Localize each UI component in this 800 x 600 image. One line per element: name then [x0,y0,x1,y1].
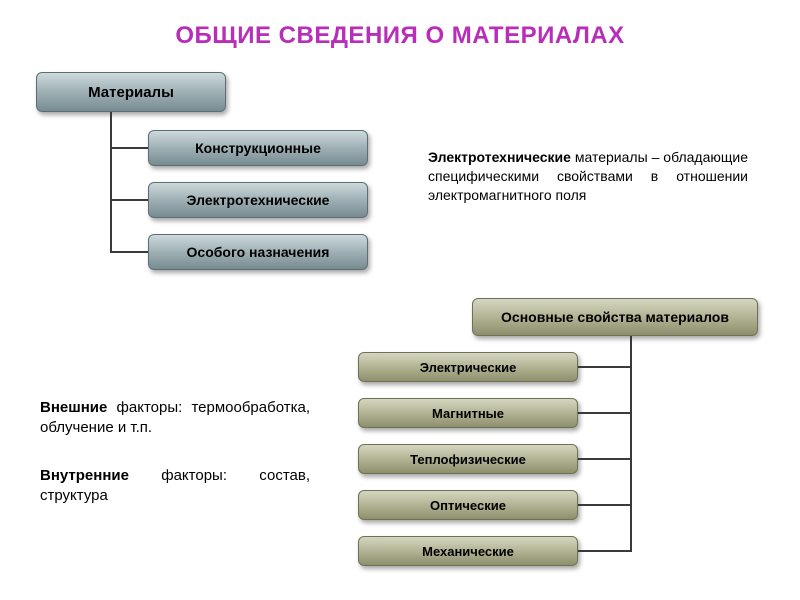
tree2-child-0: Электрические [358,352,578,382]
tree1-child-2: Особого назначения [148,234,368,270]
tree2-connector-vertical [630,336,632,551]
tree2-connector-h-1 [578,412,632,414]
tree2-child-3: Оптические [358,490,578,520]
desc-external-factors: Внешние факторы: термообработка, облучен… [40,398,310,439]
tree2-connector-h-4 [578,550,632,552]
desc-internal-factors: Внутренние факторы: состав, структура [40,466,310,507]
desc-int-bold: Внутренние [40,467,129,484]
tree1-child-1: Электротехнические [148,182,368,218]
tree1-child-0: Конструкционные [148,130,368,166]
desc-ext-bold: Внешние [40,399,107,416]
tree1-root: Материалы [36,72,226,112]
desc-electrotechnical: Электротехнические материалы – обладающи… [428,148,748,205]
page-title: ОБЩИЕ СВЕДЕНИЯ О МАТЕРИАЛАХ [0,0,800,50]
desc-electro-bold: Электротехнические [428,149,571,165]
tree1-connector-h-2 [110,251,148,253]
tree1-connector-h-0 [110,147,148,149]
tree2-child-2: Теплофизические [358,444,578,474]
tree1-connector-vertical [110,112,112,252]
tree2-connector-h-2 [578,458,632,460]
tree2-connector-h-0 [578,366,632,368]
tree2-root: Основные свойства материалов [472,298,758,336]
tree2-child-1: Магнитные [358,398,578,428]
tree2-child-4: Механические [358,536,578,566]
tree1-connector-h-1 [110,199,148,201]
tree2-connector-h-3 [578,504,632,506]
